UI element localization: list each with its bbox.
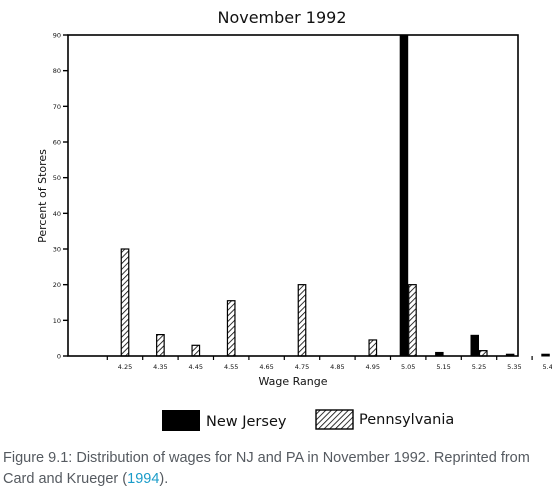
- chart-title: November 1992: [217, 8, 346, 27]
- x-tick-label: 5.15: [436, 363, 450, 371]
- bar-pennsylvania: [368, 339, 378, 357]
- bar-new-jersey: [435, 351, 444, 357]
- legend-swatch-pennsylvania: [315, 409, 354, 430]
- x-tick-label: 4.85: [330, 363, 344, 371]
- y-tick-label: 70: [53, 103, 61, 111]
- x-tick-label: 4.75: [295, 363, 309, 371]
- y-tick-label: 40: [53, 210, 61, 218]
- citation-link[interactable]: 1994: [127, 471, 160, 487]
- x-tick-label: 4.25: [118, 363, 132, 371]
- y-tick-label: 50: [53, 174, 61, 182]
- bar-pennsylvania: [156, 334, 165, 357]
- y-tick-label: 90: [53, 32, 61, 40]
- x-axis-label: Wage Range: [258, 375, 327, 388]
- figure-caption: Figure 9.1: Distribution of wages for NJ…: [3, 448, 551, 490]
- legend-label-pennsylvania: Pennsylvania: [359, 412, 454, 428]
- x-tick-label: 4.95: [366, 363, 380, 371]
- legend-label-new-jersey: New Jersey: [206, 414, 287, 430]
- bar-pennsylvania: [120, 248, 130, 357]
- legend: New Jersey Pennsylvania: [162, 409, 454, 431]
- bar-pennsylvania: [478, 350, 488, 357]
- bar-new-jersey: [470, 334, 479, 357]
- legend-swatch-new-jersey: [162, 410, 200, 431]
- y-axis: 0 10 20 30 40 50 60 70 80 90: [53, 32, 68, 361]
- bar-pennsylvania: [297, 284, 307, 357]
- bar-pennsylvania: [191, 344, 201, 357]
- bars: [120, 34, 550, 357]
- x-tick-label: 4.35: [153, 363, 167, 371]
- y-tick-label: 60: [53, 139, 61, 147]
- x-tick-label: 4.55: [224, 363, 238, 371]
- x-tick-label: 5.35: [507, 363, 521, 371]
- y-tick-label: 80: [53, 67, 61, 75]
- x-axis: 4.25 4.35 4.45 4.55 4.65 4.75 4.85 4.95 5.05 5.15…: [106, 356, 552, 371]
- chart: November 1992 Percent of Stores Wage Ran…: [36, 8, 552, 431]
- bar-new-jersey: [541, 353, 550, 357]
- plot-frame: [67, 34, 519, 357]
- y-tick-label: 10: [53, 317, 61, 325]
- y-tick-label: 0: [57, 353, 61, 361]
- y-tick-label: 30: [53, 246, 61, 254]
- bar-new-jersey: [399, 34, 409, 357]
- x-tick-label: 4.65: [259, 363, 273, 371]
- caption-text: Figure 9.1: Distribution of wages for NJ…: [3, 450, 530, 487]
- x-tick-label: 5.05: [401, 363, 415, 371]
- y-tick-label: 20: [53, 281, 61, 289]
- bar-pennsylvania: [226, 300, 236, 357]
- x-tick-label: 5.25: [472, 363, 486, 371]
- bar-pennsylvania: [408, 284, 417, 357]
- caption-text-end: ).: [159, 471, 169, 487]
- x-tick-label: 4.45: [189, 363, 203, 371]
- bar-new-jersey: [505, 353, 515, 357]
- y-axis-label: Percent of Stores: [36, 149, 49, 243]
- x-tick-label: 5.45: [543, 363, 552, 371]
